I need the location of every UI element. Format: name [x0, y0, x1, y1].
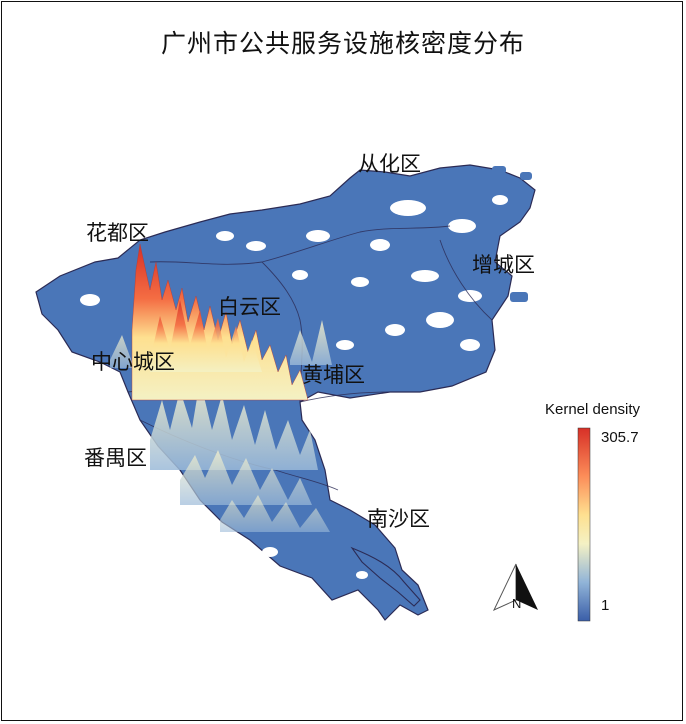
- district-label-huadu: 花都区: [86, 221, 149, 245]
- legend-max-label: 305.7: [601, 429, 639, 446]
- legend-title: Kernel density: [545, 401, 641, 418]
- district-label-panyu: 番禺区: [84, 446, 147, 470]
- district-label-center: 中心城区: [91, 350, 175, 374]
- district-label-zengcheng: 增城区: [472, 253, 535, 277]
- northern-patches: [428, 166, 532, 302]
- district-label-conghua: 从化区: [358, 152, 421, 176]
- map-title: 广州市公共服务设施核密度分布: [160, 29, 525, 58]
- north-arrow-icon: N: [492, 563, 538, 612]
- legend-min-label: 1: [601, 597, 610, 614]
- district-label-baiyun: 白云区: [218, 295, 281, 319]
- north-arrow-label: N: [512, 596, 521, 611]
- no-data-holes: [80, 195, 508, 579]
- district-label-huangpu: 黄埔区: [302, 363, 365, 387]
- legend-color-bar: [577, 427, 591, 622]
- district-label-nansha: 南沙区: [367, 507, 430, 531]
- density-mountains: [110, 243, 332, 532]
- estuary-outline: [350, 546, 421, 607]
